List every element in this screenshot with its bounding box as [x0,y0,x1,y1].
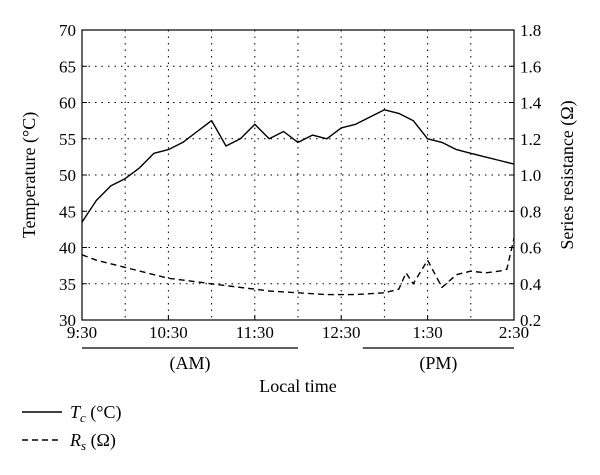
y-right-tick-label: 1.2 [520,130,541,149]
y-right-tick-label: 0.4 [520,275,542,294]
legend-label: Rs (Ω) [69,430,116,453]
gridlines [82,30,514,320]
x-tick-label: 1:30 [412,323,442,342]
series-line-temperature [81,109,515,223]
y-right-tick-label: 0.2 [520,311,541,330]
axis-ticks: 9:30 10:30 11:30 12:30 1:30 2:30 30 35 40 45 50 55 6… [59,21,542,342]
x-tick-label: 11:30 [236,323,274,342]
y-left-axis-title: Temperature (°C) [19,112,40,238]
y-right-tick-label: 0.8 [520,202,541,221]
y-right-tick-label: 0.6 [520,239,541,258]
y-right-tick-label: 1.8 [520,21,541,40]
legend: Tc (°C) Rs (Ω) [22,402,122,453]
y-left-tick-label: 30 [59,311,76,330]
y-left-tick-label: 60 [59,94,76,113]
y-right-tick-label: 1.4 [520,94,542,113]
y-left-tick-label: 55 [59,130,76,149]
period-labels: (AM) (PM) [82,347,514,374]
x-tick-label: 9:30 [67,323,97,342]
period-label: (PM) [419,353,457,374]
y-left-tick-label: 40 [59,239,76,258]
x-tick-label: 12:30 [322,323,361,342]
y-left-tick-label: 50 [59,166,76,185]
x-axis-title: Local time [259,376,336,396]
y-right-tick-label: 1.0 [520,166,541,185]
y-left-tick-label: 35 [59,275,76,294]
x-tick-label: 2:30 [499,323,529,342]
legend-label: Tc (°C) [70,402,122,425]
y-right-tick-label: 1.6 [520,57,541,76]
x-tick-label: 10:30 [149,323,188,342]
y-left-tick-label: 70 [59,21,76,40]
series-lines [81,109,515,296]
y-right-axis-title: Series resistance (Ω) [557,100,578,249]
y-left-tick-label: 45 [59,202,76,221]
period-label: (AM) [170,353,211,374]
series-line-resistance [81,238,515,296]
y-left-tick-label: 65 [59,57,76,76]
